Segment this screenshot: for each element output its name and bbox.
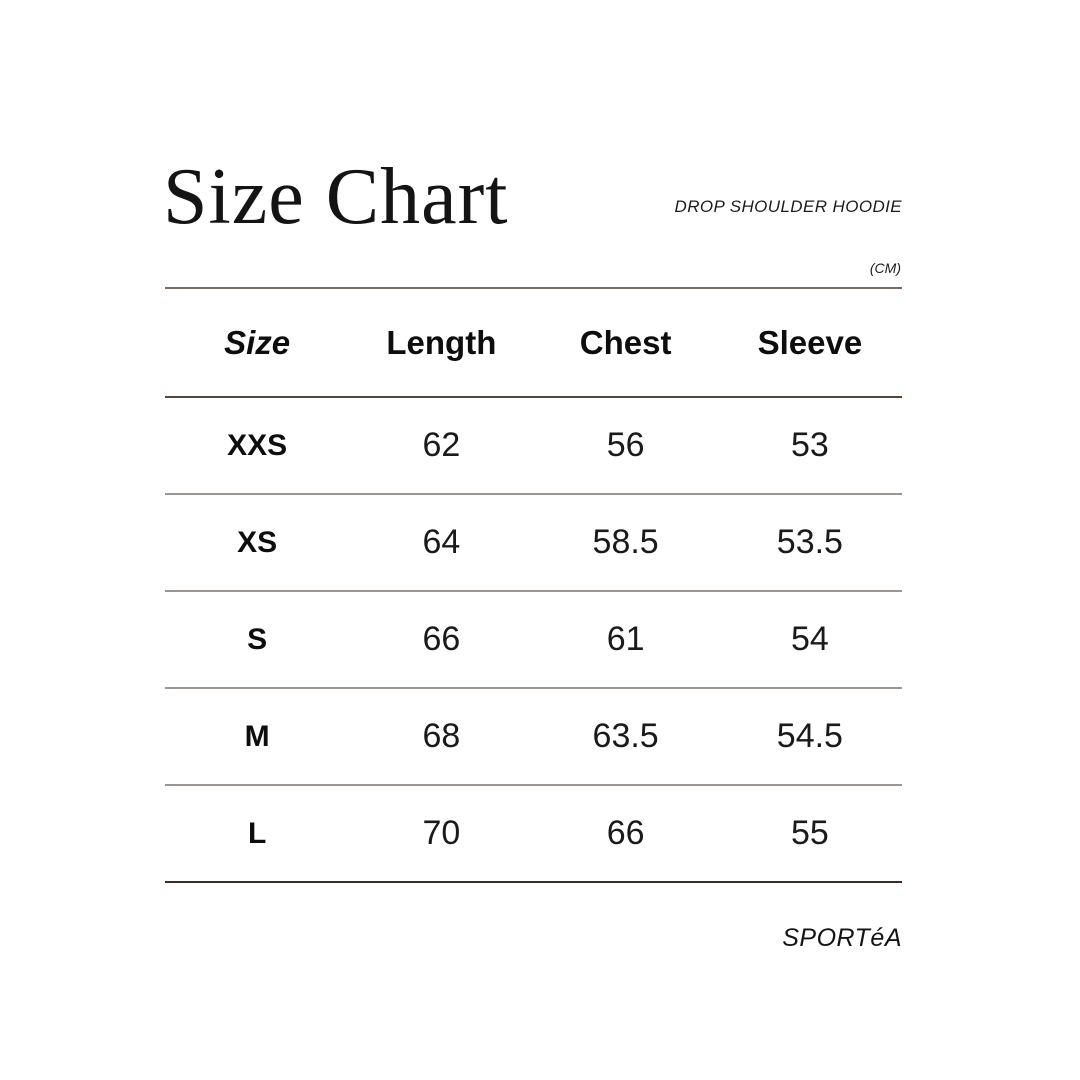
unit-label: (CM) [869,260,901,276]
cell-length: 64 [422,523,461,561]
size-table: Size Length Chest Sleeve XXS 62 56 53 XS… [165,287,902,883]
cell-size: S [247,622,268,656]
cell-size: XXS [227,428,288,462]
cell-sleeve: 54.5 [776,717,843,755]
cell-length: 62 [422,426,461,464]
cell-size: L [247,816,267,850]
cell-sleeve: 54 [790,620,829,658]
cell-sleeve: 53 [790,426,829,464]
cell-length: 66 [422,620,461,658]
cell-length: 68 [422,717,461,755]
cell-size: XS [237,525,278,559]
table-row-xxs: XXS 62 56 53 [165,398,902,495]
page-title: Size Chart [163,153,509,241]
col-header-size: Size [224,323,291,361]
brand-label: SPORTéA [782,924,902,952]
table-row-l: L 70 66 55 [165,786,902,883]
table-header-row: Size Length Chest Sleeve [165,289,902,398]
col-header-sleeve: Sleeve [757,323,863,361]
col-header-chest: Chest [579,323,672,361]
cell-size: M [244,719,270,753]
cell-chest: 58.5 [592,523,659,561]
cell-chest: 63.5 [592,717,659,755]
table-row-xs: XS 64 58.5 53.5 [165,495,902,592]
product-name-label: DROP SHOULDER HOODIE [674,197,902,216]
cell-chest: 56 [606,426,645,464]
col-header-length: Length [386,323,497,361]
table-row-m: M 68 63.5 54.5 [165,689,902,786]
cell-sleeve: 55 [790,814,829,852]
table-row-s: S 66 61 54 [165,592,902,689]
cell-chest: 61 [606,620,645,658]
cell-chest: 66 [606,814,645,852]
cell-sleeve: 53.5 [776,523,843,561]
cell-length: 70 [422,814,461,852]
